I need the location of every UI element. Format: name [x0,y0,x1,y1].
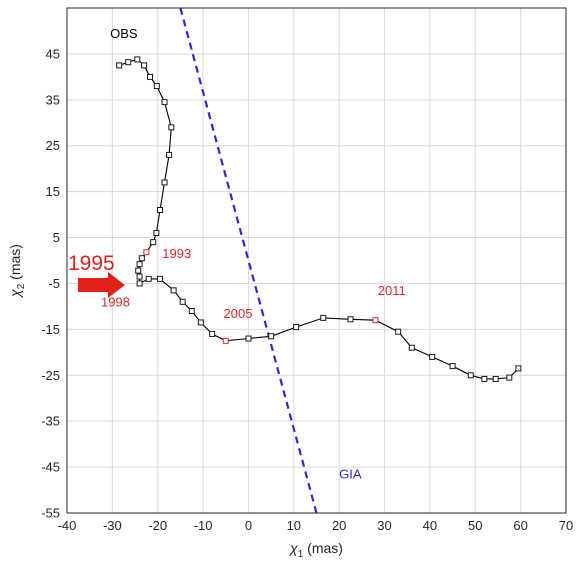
callout-1995: 1995 [68,252,125,298]
y-tick-label: -5 [48,276,60,291]
y-tick-label: -25 [41,368,60,383]
obs-point [153,83,160,90]
y-axis-label-base: χ [7,289,23,299]
obs-point [408,344,415,351]
y-tick-label: -55 [41,506,60,521]
obs-point [135,267,142,274]
y-tick-label: -35 [41,414,60,429]
x-tick-label: 10 [287,518,301,533]
obs-point [168,124,175,131]
obs-point-highlight [372,317,379,324]
y-axis-label: χ2 (mas) [7,244,27,299]
obs-point [125,59,132,66]
obs-point [161,179,168,186]
y-tick-label: 35 [46,92,60,107]
obs-point [197,319,204,326]
obs-point [153,229,160,236]
obs-point [141,62,148,69]
y-tick-label: 45 [46,46,60,61]
obs-point [245,335,252,342]
obs-line [119,58,519,380]
callout-label: 1995 [68,252,115,275]
obs-point [492,375,499,382]
x-tick-label: 60 [513,518,527,533]
gia-line [179,7,318,514]
annotation-2005: 2005 [224,306,253,321]
obs-point [320,314,327,321]
obs-point [268,333,275,340]
obs-point-highlight [222,337,229,344]
x-tick-label: 0 [245,518,252,533]
x-tick-label: -30 [103,518,122,533]
obs-point [161,99,168,106]
y-tick-label: -15 [41,322,60,337]
obs-point [136,273,143,280]
y-axis-label-unit: (mas) [7,244,23,284]
obs-point [395,328,402,335]
obs-point [449,363,456,370]
obs-point [134,56,141,63]
x-tick-label: 30 [377,518,391,533]
obs-point [506,374,513,381]
obs-point-highlight [143,249,150,256]
x-tick-label: -10 [194,518,213,533]
x-axis-label: χ1 (mas) [288,540,343,560]
obs-point [179,298,186,305]
obs-point [293,324,300,331]
obs-point [136,280,143,287]
x-tick-label: 50 [468,518,482,533]
x-axis-label-sub: 1 [298,549,304,560]
obs-point [209,330,216,337]
plot-frame [66,7,567,514]
obs-point [150,239,157,246]
x-tick-label: 40 [423,518,437,533]
obs-point [138,255,145,262]
x-tick-label: -40 [58,518,77,533]
annotation-obs: OBS [110,26,138,41]
series-layer [116,7,522,514]
y-tick-label: 25 [46,138,60,153]
callout-arrow-icon [78,272,125,298]
x-tick-label: 20 [332,518,346,533]
obs-point [429,353,436,360]
obs-point [188,308,195,314]
x-tick-label: -20 [148,518,167,533]
obs-point [145,275,152,282]
obs-point [147,73,154,80]
obs-point [481,375,488,382]
obs-point [156,275,163,282]
annotation-1998: 1998 [101,294,130,309]
annotation-2011: 2011 [378,283,406,298]
x-tick-label: 70 [559,518,573,533]
x-axis-label-unit: (mas) [303,540,343,556]
x-axis-label-base: χ [288,540,298,556]
y-tick-label: -45 [41,460,60,475]
obs-point [347,316,354,323]
obs-point [136,261,143,268]
annotation-gia: GIA [339,467,362,482]
tick-labels: -40 -30 -20 -10 0 10 20 30 40 50 60 70 45 35 25 15 5 -5 -1… [41,46,573,533]
annotations: OBS GIA 1993 1998 2005 2011 [101,26,406,482]
obs-point [170,287,177,294]
y-tick-label: 15 [46,184,60,199]
annotation-1993: 1993 [162,246,191,261]
obs-point [156,207,163,213]
y-tick-label: 5 [53,230,60,245]
obs-point [116,62,123,69]
obs-point [515,365,522,372]
obs-point [166,151,173,158]
obs-point [467,372,474,379]
y-axis-label-sub: 2 [16,283,27,289]
